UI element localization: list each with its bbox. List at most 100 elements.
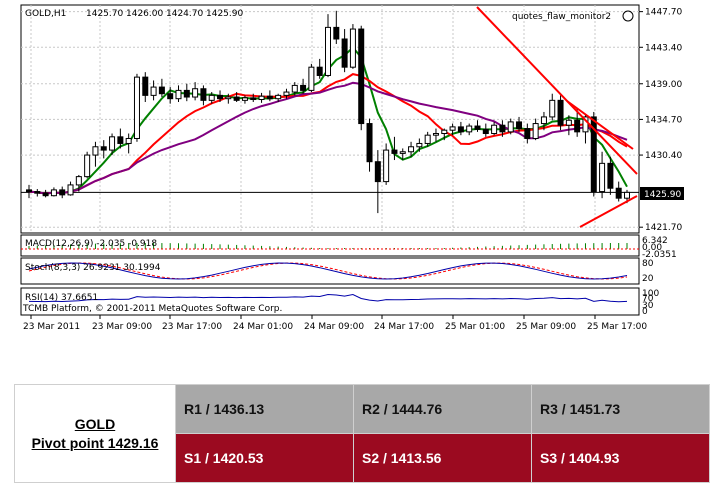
macd-tick-top: 6.342	[642, 236, 668, 246]
candle-body	[457, 126, 464, 133]
candle-body	[175, 89, 182, 100]
rsi-label: RSI(14) 37.6651	[25, 293, 98, 303]
candle-body	[557, 99, 564, 126]
candle-body	[50, 189, 57, 197]
macd-panel	[20, 234, 640, 257]
candle-body	[308, 66, 315, 91]
candle-body	[158, 86, 165, 95]
candles	[26, 10, 630, 214]
candle-body	[100, 146, 107, 151]
candle-body	[117, 136, 124, 144]
candle-body	[92, 146, 99, 156]
x-tick-label: 23 Mar 17:00	[162, 322, 222, 332]
indicator-lines	[21, 243, 639, 303]
candle-body	[491, 124, 498, 135]
s3-cell: S3 / 1404.93	[531, 433, 710, 483]
candle-body	[540, 116, 547, 125]
candle-body	[275, 94, 282, 100]
candle-body	[109, 136, 116, 151]
y-axis: 1447.70 1443.40 1439.00 1434.70 1430.40 1421.…	[639, 8, 682, 233]
current-price-badge	[640, 187, 684, 200]
candle-body	[441, 129, 448, 135]
candle-body	[590, 116, 597, 193]
candle-body	[624, 191, 630, 199]
rsi-tick-0: 0	[642, 307, 648, 317]
expert-smiley-icon	[622, 10, 634, 22]
candle-body	[482, 128, 489, 135]
candle-body	[366, 123, 373, 163]
candle-body	[507, 121, 514, 133]
stoch-tick-20: 20	[642, 274, 654, 284]
candle-body	[432, 133, 439, 136]
y-tick-label: 1434.70	[645, 115, 682, 125]
ohlc-close: 1425.90	[206, 9, 243, 19]
y-tick-label: 1430.40	[645, 151, 682, 161]
ohlc-low: 1424.70	[166, 9, 203, 19]
s2-cell: S2 / 1413.56	[353, 433, 532, 483]
candle-body	[59, 189, 66, 196]
candle-body	[250, 97, 257, 101]
candle-body	[125, 137, 132, 144]
candle-body	[133, 76, 140, 139]
x-tick-label: 25 Mar 09:00	[516, 322, 576, 332]
candle-body	[333, 26, 340, 40]
candle-body	[208, 94, 215, 101]
candle-body	[466, 125, 473, 133]
stoch-label: Stoch(8,3,3) 26.9231 30.1994	[25, 263, 161, 273]
lower-trendline	[579, 195, 638, 228]
candle-body	[565, 119, 572, 126]
candle-body	[474, 125, 481, 130]
y-tick-label: 1439.00	[645, 80, 682, 90]
macd-tick-mid: 0.00	[642, 243, 662, 253]
candle-body	[283, 91, 290, 96]
candle-body	[424, 134, 431, 144]
candle-body	[325, 26, 331, 76]
rsi-panel	[20, 287, 640, 316]
stoch-main-line	[28, 262, 628, 280]
current-price-label: 1425.90	[644, 190, 681, 200]
candle-body	[524, 128, 531, 139]
chart-svg: 1447.70 1443.40 1439.00 1434.70 1430.40 1421.…	[20, 4, 684, 332]
candle-body	[150, 86, 157, 96]
x-tick-label: 25 Mar 17:00	[587, 322, 647, 332]
candle-body	[449, 126, 456, 131]
candle-body	[599, 162, 606, 193]
stoch-signal-line	[28, 262, 628, 280]
x-tick-label: 25 Mar 01:00	[445, 322, 505, 332]
macd-label: MACD(12,26,9) -2.035 -0.918	[25, 239, 157, 249]
candle-body	[183, 89, 190, 98]
candle-body	[233, 96, 240, 101]
candle-body	[142, 76, 149, 96]
x-tick-label: 24 Mar 09:00	[304, 322, 364, 332]
channel-trendline	[566, 100, 634, 150]
candle-body	[75, 176, 82, 186]
candle-body	[217, 94, 224, 100]
x-tick-label: 23 Mar 2011	[23, 322, 80, 332]
candle-body	[167, 93, 174, 100]
chart-title: GOLD,H1	[25, 9, 66, 19]
ohlc-high: 1426.00	[126, 9, 163, 19]
y-tick-label: 1421.70	[645, 223, 682, 233]
candle-body	[374, 161, 381, 183]
candle-body	[516, 121, 523, 130]
candle-body	[549, 99, 556, 118]
symbol-name: GOLD	[74, 415, 116, 432]
symbol-cell: GOLD Pivot point 1429.16	[14, 384, 176, 483]
resistance-row: GOLD Pivot point 1429.16 R1 / 1436.13 R2…	[14, 384, 710, 483]
candle-body	[408, 146, 415, 153]
s1-cell: S1 / 1420.53	[175, 433, 354, 483]
macd-tick-bottom: -2.0351	[642, 250, 677, 260]
x-tick-label: 24 Mar 01:00	[233, 322, 293, 332]
candle-body	[34, 191, 41, 194]
rsi-line	[28, 293, 628, 303]
y-tick-label: 1443.40	[645, 43, 682, 53]
rsi-tick-30: 30	[642, 301, 654, 311]
candle-body	[42, 192, 49, 197]
candle-body	[200, 88, 207, 101]
ohlc-open: 1425.70	[86, 9, 123, 19]
candle-body	[291, 84, 298, 93]
candle-body	[192, 88, 199, 98]
pivot-table: GOLD Pivot point 1429.16 R1 / 1436.13 R2…	[14, 384, 710, 483]
r3-cell: R3 / 1451.73	[531, 384, 710, 434]
candle-body	[383, 149, 390, 183]
